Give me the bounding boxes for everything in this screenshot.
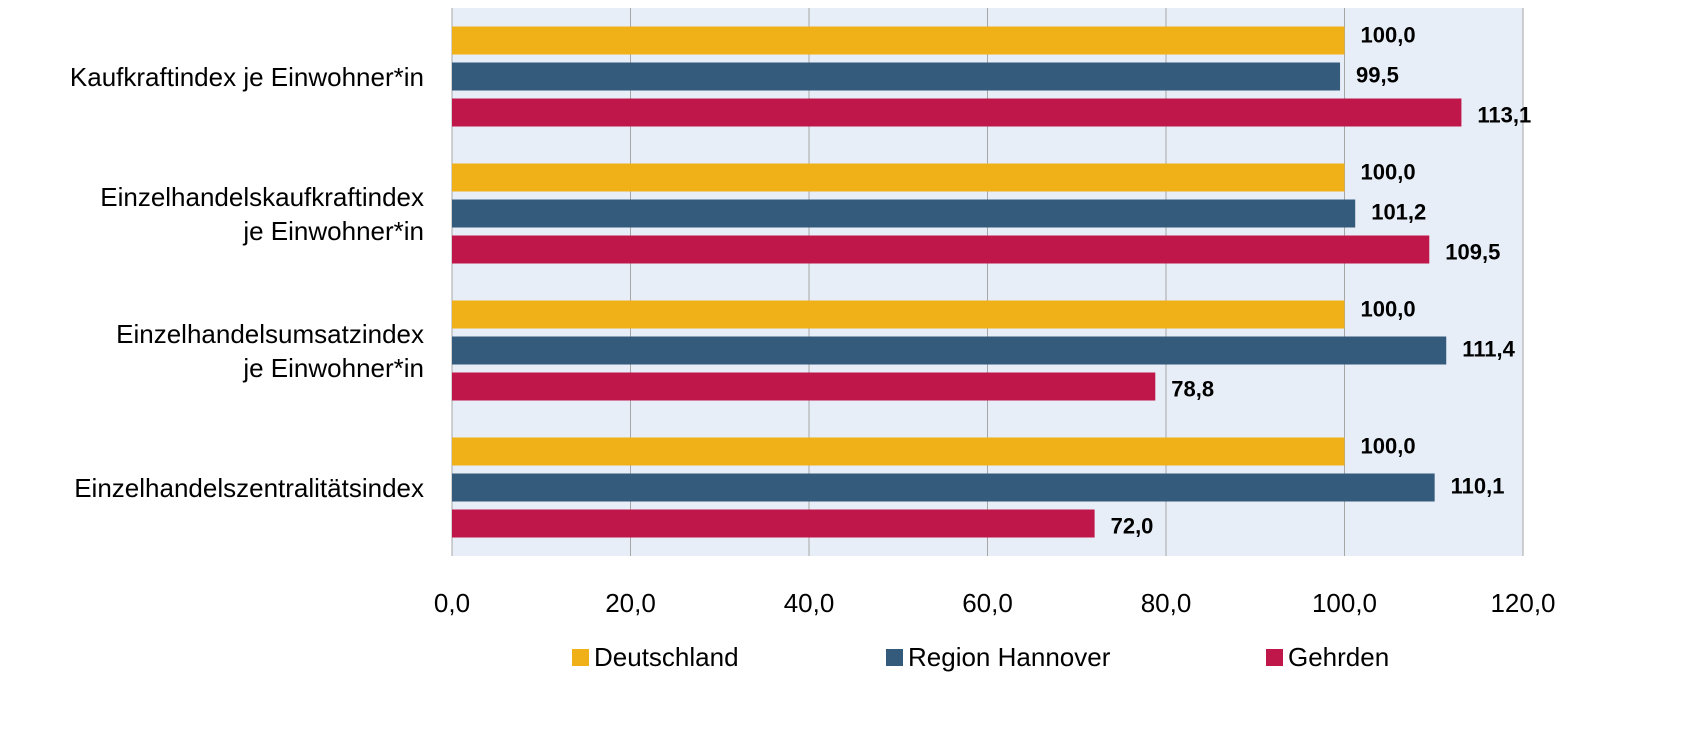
x-tick-label: 40,0	[784, 588, 835, 618]
data-label: 72,0	[1111, 513, 1154, 538]
bar	[452, 235, 1430, 264]
bar	[452, 199, 1356, 228]
data-label: 78,8	[1171, 376, 1214, 401]
x-tick-label: 120,0	[1490, 588, 1555, 618]
x-tick-label: 100,0	[1312, 588, 1377, 618]
bar	[452, 98, 1462, 127]
bar	[452, 509, 1095, 538]
category-label: Einzelhandelsumsatzindex je Einwohner*in	[116, 318, 424, 383]
bar	[452, 300, 1345, 329]
data-label: 100,0	[1361, 296, 1416, 321]
data-label: 111,4	[1462, 336, 1515, 361]
data-label: 99,5	[1356, 62, 1399, 87]
bar	[452, 437, 1345, 466]
data-label: 110,1	[1451, 473, 1505, 498]
legend-swatch	[1266, 649, 1283, 666]
data-label: 100,0	[1361, 433, 1416, 458]
data-label: 109,5	[1445, 239, 1500, 264]
category-label: Einzelhandelszentralitätsindex	[74, 472, 424, 503]
data-label: 101,2	[1371, 199, 1426, 224]
x-tick-label: 60,0	[962, 588, 1013, 618]
bar	[452, 372, 1156, 401]
bar	[452, 163, 1345, 192]
bar	[452, 62, 1341, 91]
data-label: 100,0	[1361, 159, 1416, 184]
data-label: 113,1	[1477, 102, 1531, 127]
x-tick-label: 0,0	[434, 588, 470, 618]
category-label: Kaufkraftindex je Einwohner*in	[69, 61, 424, 92]
data-label: 100,0	[1361, 22, 1416, 47]
x-tick-label: 80,0	[1141, 588, 1192, 618]
legend-label: Region Hannover	[908, 642, 1111, 672]
x-tick-label: 20,0	[605, 588, 656, 618]
legend-label: Deutschland	[594, 642, 739, 672]
legend-label: Gehrden	[1288, 642, 1389, 672]
legend-swatch	[572, 649, 589, 666]
bar	[452, 336, 1447, 365]
bar	[452, 26, 1345, 55]
bar	[452, 473, 1435, 502]
legend-swatch	[886, 649, 903, 666]
category-label: Einzelhandelskaufkraftindex je Einwohner…	[100, 181, 424, 246]
